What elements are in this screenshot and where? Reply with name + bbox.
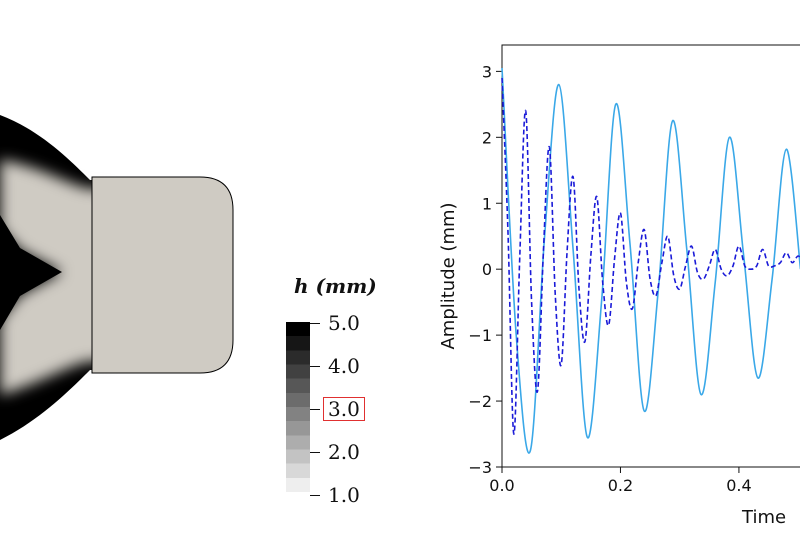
shape-dark-wedge — [0, 215, 62, 330]
legend-label-1: 1.0 — [328, 483, 360, 507]
shape-right-block — [91, 176, 234, 374]
legend-label-4: 4.0 — [328, 354, 360, 378]
y-tick-label: −3 — [468, 458, 492, 477]
legend-tick — [310, 495, 320, 496]
x-tick-label: 0.0 — [489, 476, 514, 495]
x-tick-label: 0.4 — [726, 476, 751, 495]
plot-frame — [501, 44, 800, 468]
y-axis-label: Amplitude (mm) — [438, 202, 459, 349]
legend-label-5: 5.0 — [328, 311, 360, 335]
legend-tick — [310, 323, 320, 324]
x-axis-label: Time — [741, 507, 786, 528]
y-tick-label: −2 — [468, 392, 492, 411]
x-tick-label: 0.2 — [608, 476, 633, 495]
legend-title: h (mm) — [294, 274, 377, 298]
series-line-dashed — [501, 77, 800, 435]
legend-tick — [310, 409, 320, 410]
legend-tick — [310, 452, 320, 453]
amplitude-chart: 0.0 0.2 0.4 −3 −2 −1 0 1 2 3 Time Amplitude (mm) — [438, 44, 800, 528]
y-tick-label: 0 — [482, 260, 492, 279]
thickness-distribution-shape — [0, 115, 234, 440]
y-tick-label: 1 — [482, 194, 492, 213]
legend-colorbar — [286, 322, 310, 492]
shape-inner-region — [0, 160, 110, 395]
y-tick-label: −1 — [468, 326, 492, 345]
legend-tick — [310, 366, 320, 367]
thickness-legend: h (mm) 5.0 4.0 3.0 2.0 1.0 — [280, 270, 400, 505]
y-tick-label: 2 — [482, 128, 492, 147]
legend-label-2: 2.0 — [328, 440, 360, 464]
series-line-solid — [501, 68, 800, 454]
y-tick-label: 3 — [482, 62, 492, 81]
legend-label-3-highlighted: 3.0 — [323, 397, 365, 421]
